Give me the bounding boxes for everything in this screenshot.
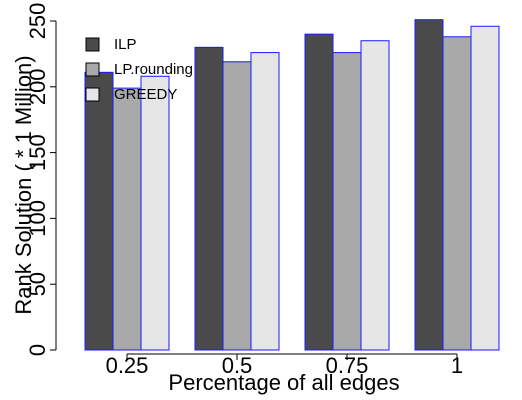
y-tick-label-100: 100 bbox=[25, 200, 50, 237]
legend-label-lp-rounding: LP.rounding bbox=[114, 61, 193, 78]
x-tick-label-0_5: 0.5 bbox=[222, 353, 253, 378]
legend-swatch-greedy bbox=[85, 87, 100, 102]
bar-lp-rounding-0_25 bbox=[112, 87, 142, 351]
bar-greedy-0_75 bbox=[360, 40, 390, 351]
bar-ilp-0_5 bbox=[194, 46, 224, 351]
y-axis-title: Rank Solution ( * 1 Million) bbox=[11, 55, 36, 314]
bar-greedy-0_5 bbox=[250, 52, 280, 351]
x-tick-label-0_25: 0.25 bbox=[106, 353, 149, 378]
bar-ilp-0_75 bbox=[304, 33, 334, 351]
x-tick-label-0_75: 0.75 bbox=[326, 353, 369, 378]
y-tick-label-50: 50 bbox=[25, 272, 50, 296]
bar-lp-rounding-0_75 bbox=[332, 52, 362, 351]
axes-layer: 0 50 100 150 200 250 0.25 0.5 0.75 1 bbox=[25, 3, 463, 378]
legend-swatch-lp-rounding bbox=[85, 62, 100, 77]
x-tick-label-1: 1 bbox=[451, 353, 463, 378]
bar-lp-rounding-0_5 bbox=[222, 61, 252, 351]
legend-label-ilp: ILP bbox=[114, 36, 137, 53]
y-tick-label-150: 150 bbox=[25, 134, 50, 171]
x-axis-title: Percentage of all edges bbox=[168, 370, 399, 395]
bar-greedy-0_25 bbox=[140, 75, 170, 351]
legend-label-greedy: GREEDY bbox=[114, 86, 177, 103]
legend: ILP LP.rounding GREEDY bbox=[85, 36, 193, 103]
y-tick-label-250: 250 bbox=[25, 3, 50, 40]
bar-ilp-0_25 bbox=[84, 71, 114, 351]
legend-swatch-ilp bbox=[85, 37, 100, 52]
bar-greedy-1 bbox=[470, 25, 500, 351]
y-tick-label-200: 200 bbox=[25, 68, 50, 105]
bar-ilp-1 bbox=[414, 19, 444, 351]
y-tick-label-0: 0 bbox=[25, 344, 50, 356]
bars-layer bbox=[84, 19, 500, 351]
bar-lp-rounding-1 bbox=[442, 36, 472, 351]
